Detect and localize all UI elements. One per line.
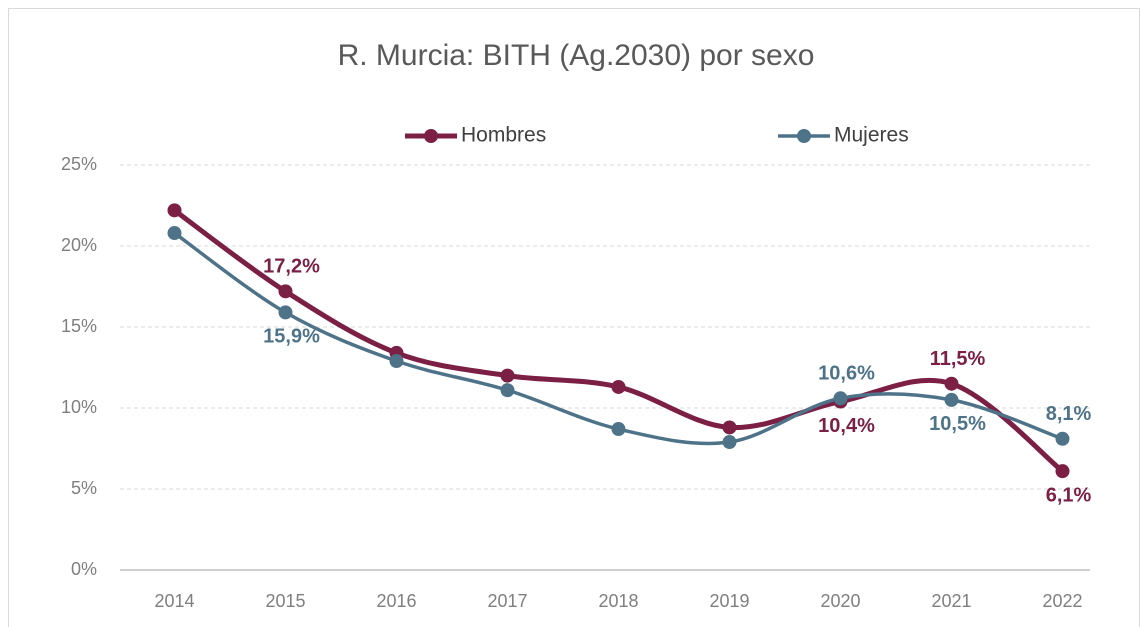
data-point	[278, 284, 293, 299]
x-tick-label: 2017	[487, 591, 527, 611]
data-point	[167, 203, 182, 218]
data-label: 6,1%	[1046, 484, 1092, 506]
data-label: 8,1%	[1046, 403, 1092, 425]
chart-frame	[8, 8, 1140, 627]
x-tick-label: 2015	[265, 591, 305, 611]
data-point	[1055, 464, 1070, 479]
data-label: 10,5%	[929, 413, 986, 435]
data-point	[722, 420, 737, 435]
x-tick-label: 2014	[154, 591, 194, 611]
data-point	[278, 305, 293, 320]
y-tick-label: 15%	[61, 316, 97, 336]
data-point	[611, 422, 626, 437]
data-point	[167, 226, 182, 241]
x-tick-label: 2019	[709, 591, 749, 611]
data-point	[944, 376, 959, 391]
data-label: 17,2%	[263, 256, 320, 278]
chart-title: R. Murcia: BITH (Ag.2030) por sexo	[338, 39, 815, 72]
data-label: 10,6%	[818, 363, 875, 385]
legend-label: Mujeres	[834, 124, 909, 147]
data-label: 15,9%	[263, 326, 320, 348]
legend-swatch-marker	[797, 129, 811, 143]
data-point	[389, 354, 404, 369]
legend-swatch-marker	[424, 129, 438, 143]
x-tick-label: 2018	[598, 591, 638, 611]
y-tick-label: 25%	[61, 154, 97, 174]
x-tick-label: 2020	[820, 591, 860, 611]
y-tick-label: 0%	[71, 559, 97, 579]
data-label: 10,4%	[818, 415, 875, 437]
y-tick-label: 5%	[71, 478, 97, 498]
data-point	[500, 383, 515, 398]
legend-label: Hombres	[461, 124, 546, 147]
data-point	[944, 392, 959, 407]
x-tick-label: 2021	[931, 591, 971, 611]
y-tick-label: 10%	[61, 397, 97, 417]
data-point	[500, 368, 515, 383]
data-point	[611, 379, 626, 394]
data-label: 11,5%	[930, 348, 986, 370]
x-tick-label: 2016	[376, 591, 416, 611]
data-point	[833, 391, 848, 406]
y-tick-label: 20%	[61, 235, 97, 255]
x-tick-label: 2022	[1042, 591, 1082, 611]
data-point	[1055, 431, 1070, 446]
data-point	[722, 435, 737, 450]
